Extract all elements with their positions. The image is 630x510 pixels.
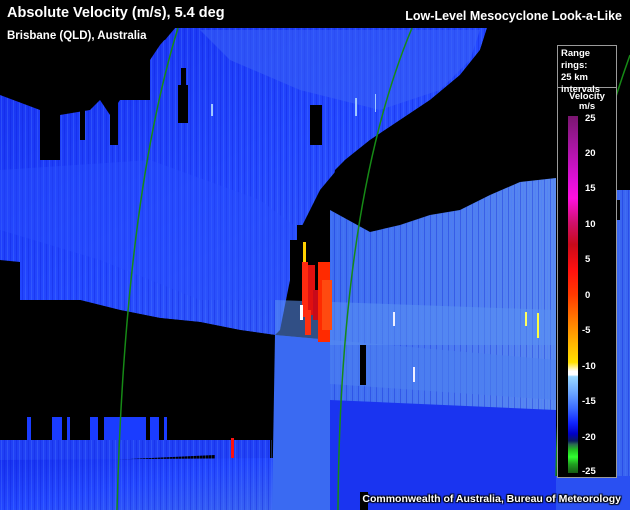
legend-tick: -15	[582, 396, 596, 407]
range-rings-line-2: 25 km	[561, 72, 588, 83]
case-title: Low-Level Mesocyclone Look-a-Like	[405, 9, 622, 23]
copyright-credit: Commonwealth of Australia, Bureau of Met…	[362, 493, 621, 505]
radar-location: Brisbane (QLD), Australia	[7, 30, 147, 42]
legend-tick: 25	[585, 113, 596, 124]
velocity-legend-title: Velocity	[569, 91, 605, 102]
range-rings-line-3: intervals	[561, 84, 601, 95]
legend-tick: -5	[582, 325, 591, 336]
legend-tick: 0	[585, 290, 591, 301]
velocity-legend-units: m/s	[578, 101, 596, 112]
legend-tick: -25	[582, 466, 596, 477]
legend-tick: 15	[585, 183, 596, 194]
legend-tick: -20	[582, 432, 596, 443]
legend-tick: 5	[585, 254, 591, 265]
velocity-color-scale	[568, 116, 578, 473]
legend-tick: -10	[582, 361, 596, 372]
range-rings-line-1: Range rings:	[561, 48, 591, 71]
legend-tick: 10	[585, 219, 596, 230]
range-rings-note: Range rings: 25 km intervals	[558, 46, 616, 95]
legend-tick: 20	[585, 148, 596, 159]
product-title: Absolute Velocity (m/s), 5.4 deg	[7, 5, 225, 21]
legend-panel: Range rings: 25 km intervals Velocity m/…	[557, 45, 617, 478]
